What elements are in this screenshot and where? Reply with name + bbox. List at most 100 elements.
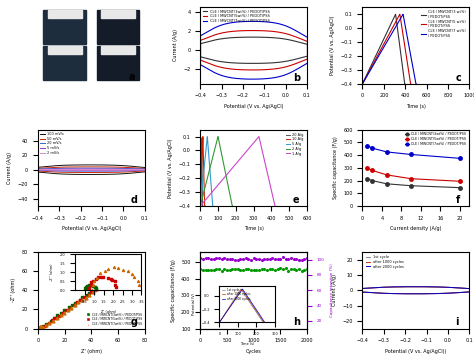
- X-axis label: Current density (A/g): Current density (A/g): [390, 226, 442, 231]
- Point: [108, 276, 115, 282]
- Point: [35, 325, 43, 331]
- Point: [231, 266, 239, 272]
- Point: [282, 266, 290, 271]
- Point: [36, 325, 43, 331]
- Point: [223, 256, 231, 262]
- Text: e: e: [293, 195, 300, 205]
- Point: [196, 256, 204, 261]
- Point: [93, 284, 100, 290]
- Bar: [101, 10, 135, 18]
- Point: [37, 325, 45, 330]
- Point: [35, 326, 43, 331]
- Point: [67, 305, 75, 310]
- Point: [266, 257, 273, 262]
- Point: [207, 256, 215, 262]
- Text: d: d: [131, 195, 138, 205]
- Point: [122, 263, 129, 269]
- Point: [301, 256, 308, 261]
- Point: [35, 325, 43, 331]
- Point: [36, 326, 44, 332]
- Point: [57, 313, 64, 318]
- Point: [36, 325, 43, 331]
- Point: [218, 268, 225, 274]
- Point: [35, 325, 43, 331]
- Legend: CLE / MWCNT(3 wt%)
/ PEDOT/PSS, CLE / MWCNT(5 wt%)
/ PEDOT/PSS, CLE / MWCNT(7 wt: CLE / MWCNT(3 wt%) / PEDOT/PSS, CLE / MW…: [420, 9, 467, 39]
- Point: [36, 325, 44, 331]
- Point: [39, 325, 46, 331]
- Point: [35, 326, 43, 331]
- Point: [290, 257, 297, 262]
- Point: [204, 268, 212, 273]
- Point: [36, 325, 43, 331]
- Point: [37, 325, 45, 331]
- Point: [36, 325, 44, 331]
- Point: [303, 266, 311, 272]
- Point: [84, 292, 91, 298]
- Point: [237, 256, 244, 262]
- Point: [78, 297, 86, 303]
- Point: [231, 257, 239, 263]
- Point: [258, 266, 265, 272]
- Point: [292, 267, 300, 273]
- Point: [104, 279, 111, 284]
- X-axis label: Cycles: Cycles: [246, 349, 262, 354]
- Point: [36, 325, 43, 331]
- Point: [37, 326, 45, 331]
- Bar: [97, 46, 139, 80]
- Point: [290, 266, 297, 272]
- Point: [298, 257, 305, 262]
- Point: [196, 266, 204, 272]
- Point: [38, 325, 46, 330]
- Y-axis label: Potential (V vs. Ag/AgCl): Potential (V vs. Ag/AgCl): [330, 16, 335, 75]
- Point: [250, 255, 257, 261]
- Point: [35, 326, 43, 331]
- X-axis label: Time (s): Time (s): [406, 104, 426, 109]
- Point: [207, 267, 215, 273]
- Point: [258, 257, 265, 262]
- Point: [279, 255, 287, 260]
- Point: [36, 325, 44, 331]
- Point: [115, 271, 123, 277]
- Point: [237, 267, 244, 273]
- Point: [287, 255, 295, 261]
- Point: [36, 326, 43, 332]
- Point: [108, 274, 116, 280]
- Point: [199, 267, 207, 273]
- Point: [57, 310, 65, 316]
- Point: [49, 318, 56, 323]
- Point: [120, 266, 128, 272]
- Point: [50, 316, 58, 321]
- Point: [122, 266, 129, 272]
- Point: [295, 257, 303, 263]
- Point: [199, 256, 207, 262]
- Point: [73, 299, 81, 305]
- Point: [100, 282, 108, 288]
- Point: [70, 302, 78, 308]
- Point: [36, 325, 43, 330]
- Point: [95, 284, 103, 290]
- Point: [36, 325, 43, 331]
- Point: [34, 325, 42, 331]
- Point: [253, 268, 260, 273]
- Point: [85, 290, 93, 296]
- Point: [35, 325, 43, 331]
- Point: [35, 325, 43, 331]
- Point: [215, 266, 223, 272]
- Point: [64, 308, 72, 313]
- Point: [53, 312, 61, 318]
- Point: [90, 289, 97, 295]
- Legend: 100 mV/s, 50 mV/s, 20 mV/s, 5 mV/s, 2 mV/s: 100 mV/s, 50 mV/s, 20 mV/s, 5 mV/s, 2 mV…: [40, 131, 65, 156]
- Point: [303, 255, 311, 261]
- Point: [36, 326, 43, 331]
- Point: [212, 266, 220, 272]
- Y-axis label: -Z'' (ohm): -Z'' (ohm): [11, 278, 17, 302]
- Point: [62, 307, 70, 313]
- Point: [242, 266, 249, 272]
- Point: [276, 256, 284, 262]
- Point: [83, 292, 91, 298]
- Point: [39, 325, 46, 331]
- Point: [38, 326, 46, 332]
- Legend: 20 A/g, 10 A/g, 5 A/g, 2 A/g, 1 A/g: 20 A/g, 10 A/g, 5 A/g, 2 A/g, 1 A/g: [284, 131, 305, 157]
- Text: a: a: [128, 72, 135, 82]
- Point: [68, 302, 75, 308]
